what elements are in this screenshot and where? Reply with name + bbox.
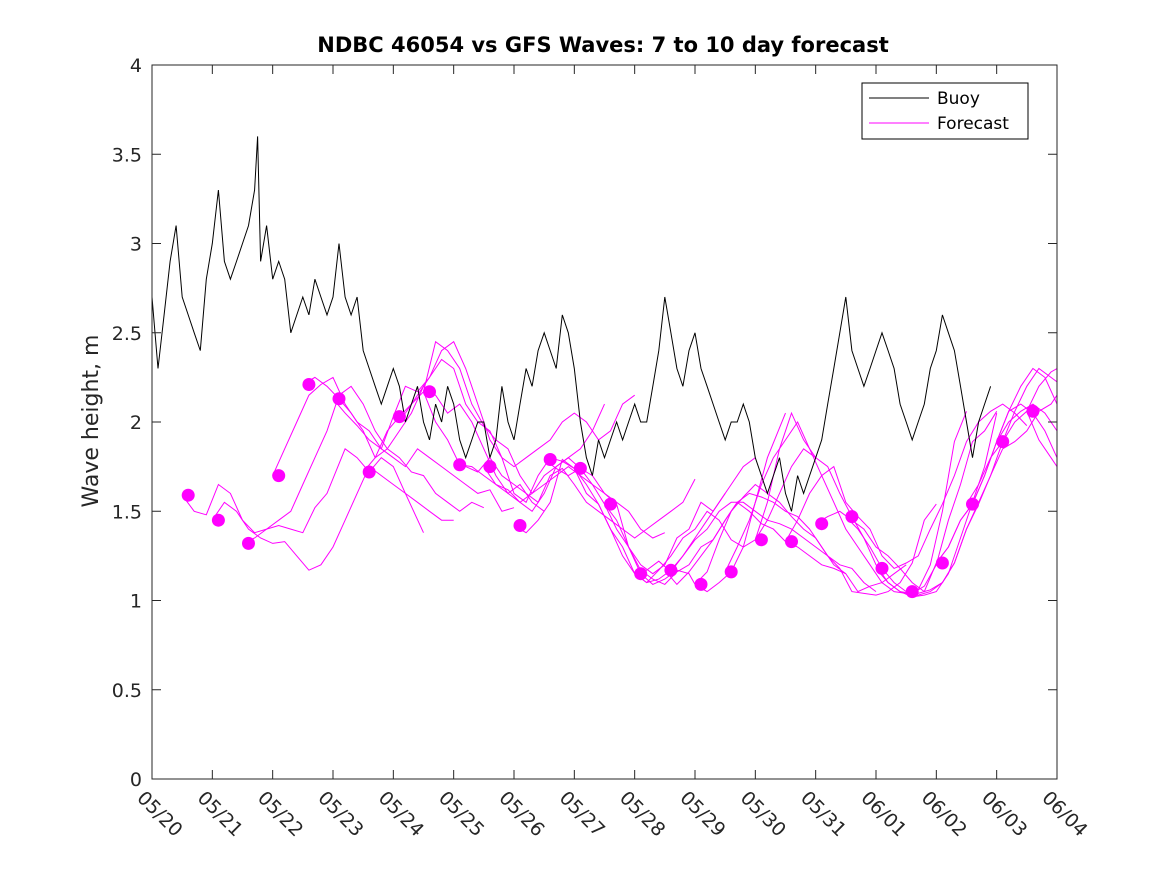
forecast-marker-24: [905, 585, 919, 599]
forecast-line-19: [754, 411, 998, 594]
forecast-marker-28: [1026, 404, 1040, 418]
legend-buoy-label: Buoy: [937, 89, 980, 109]
x-tick-label-13: 06/02: [917, 787, 971, 841]
legend-forecast-label: Forecast: [937, 114, 1009, 134]
forecast-line-23: [875, 412, 998, 598]
forecast-marker-4: [302, 378, 316, 391]
x-tick-label-14: 06/03: [977, 787, 1031, 841]
x-tick-label-1: 05/21: [193, 787, 247, 841]
x-tick-label-3: 05/23: [313, 787, 367, 841]
forecast-line-25: [935, 367, 1057, 564]
forecast-marker-19: [754, 533, 768, 547]
forecast-line-13: [573, 448, 816, 584]
forecast-line-3: [272, 376, 515, 512]
legend: Buoy Forecast: [861, 82, 1029, 140]
forecast-line-12: [543, 412, 786, 593]
forecast-marker-21: [815, 517, 829, 531]
forecast-marker-2: [242, 536, 255, 550]
forecast-marker-15: [634, 567, 648, 581]
forecast-marker-27: [996, 435, 1010, 449]
buoy-line: [152, 136, 992, 512]
y-axis-label: Wave height, m: [79, 335, 104, 508]
forecast-line-22: [845, 367, 1057, 596]
x-tick-label-12: 06/01: [856, 787, 910, 841]
forecast-marker-12: [543, 453, 557, 466]
x-tick-label-6: 05/26: [494, 787, 548, 841]
forecast-marker-18: [724, 565, 738, 579]
forecast-line-24: [906, 394, 1057, 594]
forecast-marker-22: [845, 510, 859, 524]
forecast-marker-13: [573, 461, 587, 475]
y-tick-label-3: 1.5: [112, 501, 142, 523]
y-tick-label-2: 1: [130, 591, 142, 613]
forecast-marker-14: [604, 497, 617, 511]
forecast-line-2: [242, 385, 485, 544]
forecast-line-5: [332, 358, 575, 504]
forecast-line-28: [1026, 411, 1057, 467]
forecast-marker-7: [392, 410, 406, 424]
y-tick-label-4: 2: [130, 412, 142, 434]
forecast-line-0: [181, 448, 424, 534]
forecast-marker-23: [875, 561, 889, 575]
forecast-marker-5: [332, 392, 346, 406]
x-tick-label-8: 05/28: [615, 787, 669, 841]
x-tick-label-11: 05/31: [796, 787, 850, 841]
forecast-line-10: [483, 457, 726, 575]
forecast-marker-11: [513, 519, 527, 532]
x-tick-label-10: 05/30: [736, 787, 790, 841]
x-tick-label-4: 05/24: [374, 787, 428, 841]
y-tick-label-6: 3: [130, 234, 142, 256]
forecast-line-20: [785, 403, 1028, 569]
x-tick-label-15: 06/04: [1037, 787, 1091, 841]
forecast-marker-16: [664, 563, 678, 577]
forecast-line-26: [966, 368, 1057, 505]
forecast-marker-8: [423, 385, 436, 399]
axes-box: [151, 64, 1058, 780]
forecast-marker-25: [935, 556, 949, 570]
y-tick-label-7: 3.5: [112, 144, 142, 166]
forecast-marker-20: [785, 535, 798, 549]
forecast-marker-17: [694, 577, 708, 591]
y-tick-label-8: 4: [130, 55, 142, 77]
forecast-marker-0: [181, 488, 195, 502]
x-tick-label-2: 05/22: [253, 787, 307, 841]
forecast-line-18: [724, 411, 967, 594]
x-tick-label-5: 05/25: [434, 787, 488, 841]
forecast-marker-6: [362, 465, 376, 479]
forecast-line-17: [694, 483, 937, 596]
forecast-line-16: [664, 492, 907, 593]
x-tick-label-7: 05/27: [555, 787, 609, 841]
forecast-marker-10: [483, 460, 497, 474]
chart-title: NDBC 46054 vs GFS Waves: 7 to 10 day for…: [317, 33, 888, 57]
forecast-marker-1: [211, 513, 225, 527]
x-tick-label-9: 05/29: [675, 787, 729, 841]
y-tick-label-5: 2.5: [112, 323, 142, 345]
x-tick-label-0: 05/20: [132, 787, 186, 841]
y-tick-label-1: 0.5: [112, 680, 142, 702]
forecast-line-1: [211, 465, 454, 571]
forecast-line-7: [392, 340, 635, 468]
forecast-line-27: [996, 403, 1057, 442]
y-tick-label-0: 0: [130, 769, 142, 791]
forecast-marker-26: [966, 497, 979, 511]
forecast-marker-3: [272, 469, 286, 483]
legend-box: [861, 82, 1029, 140]
forecast-marker-9: [453, 458, 467, 472]
